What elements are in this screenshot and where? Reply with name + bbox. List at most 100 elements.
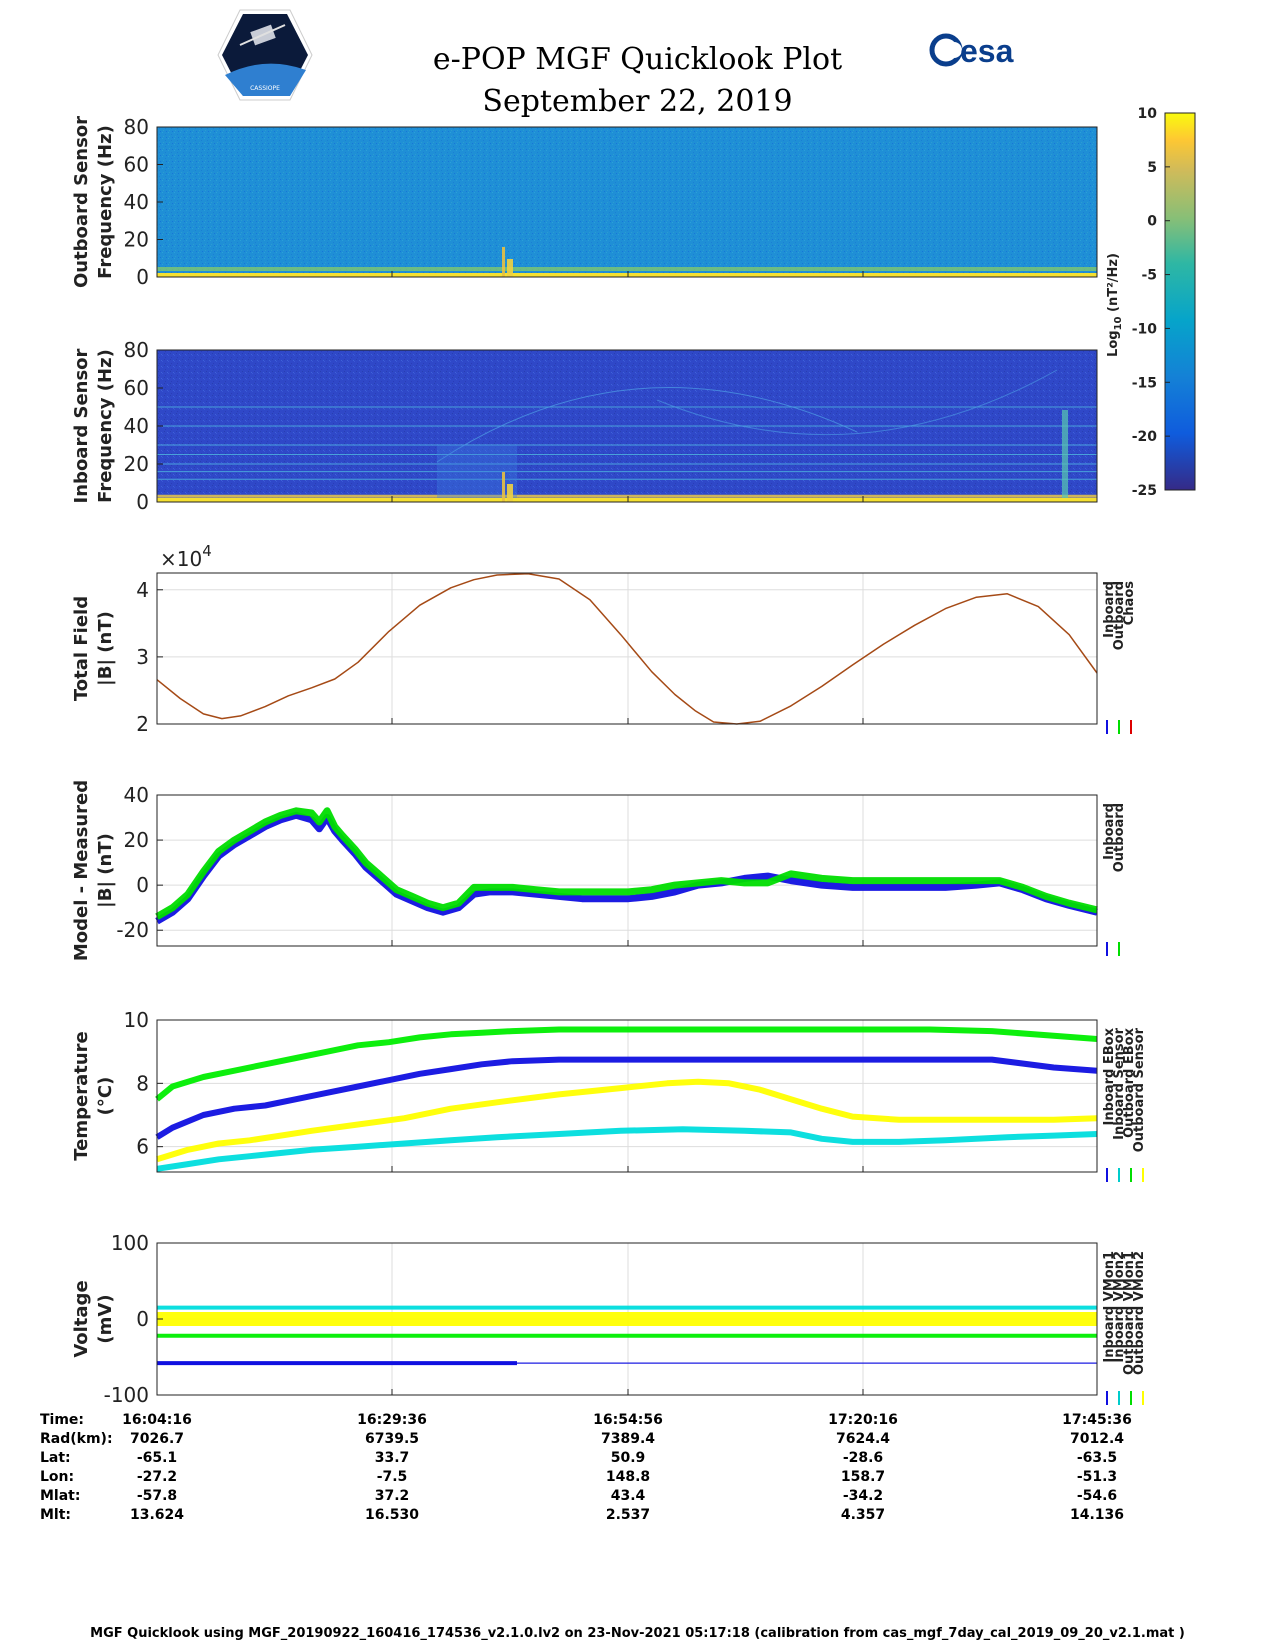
colorbar-tick-label: -15: [1132, 375, 1157, 391]
info-value: -54.6: [1076, 1488, 1118, 1504]
inboard-spectrogram-lowfreq-band: [157, 498, 1097, 502]
info-value: -27.2: [136, 1469, 178, 1485]
model-minus-measured-ytick-label: 40: [124, 783, 149, 807]
temperature-ytick-label: 10: [124, 1008, 149, 1032]
inboard-spectrogram-spike: [502, 472, 505, 502]
colorbar-tick-label: 0: [1147, 214, 1157, 230]
colorbar-tick-label: 5: [1147, 160, 1157, 176]
plot-title: e-POP MGF Quicklook Plot: [432, 42, 843, 77]
info-value: 14.136: [1069, 1507, 1125, 1523]
info-value: -57.8: [136, 1488, 178, 1504]
info-value: 4.357: [840, 1507, 886, 1523]
outboard-spectrogram-ylabel: Outboard Sensor: [71, 116, 92, 288]
total-field-ylabel: Total Field: [71, 596, 92, 701]
footer-note: MGF Quicklook using MGF_20190922_160416_…: [90, 1626, 1185, 1641]
colorbar-label-rest: (nT²/Hz): [1106, 253, 1121, 316]
model-minus-measured-ylabel: |B| (nT): [95, 833, 116, 908]
model-minus-measured-legend-label: Outboard: [1112, 803, 1127, 872]
temperature-ylabel: Temperature: [71, 1031, 92, 1160]
cassiope-logo-text: CASSIOPE: [250, 85, 280, 92]
colorbar-tick-label: -10: [1132, 321, 1158, 337]
inboard-spectrogram-ylabel: Frequency (Hz): [95, 349, 116, 503]
info-value: 7624.4: [835, 1431, 891, 1447]
outboard-spectrogram-ytick-label: 0: [136, 265, 149, 289]
info-value: 7026.7: [129, 1431, 185, 1447]
info-value: -65.1: [136, 1450, 178, 1466]
inboard-spectrogram-ytick-label: 60: [124, 376, 149, 400]
voltage-ytick-label: 0: [136, 1307, 149, 1331]
info-value: 2.537: [605, 1507, 651, 1523]
info-value: 33.7: [374, 1450, 410, 1466]
outboard-spectrogram-ytick-label: 40: [124, 190, 149, 214]
inboard-spectrogram-ytick-label: 40: [124, 414, 149, 438]
info-value: 6739.5: [364, 1431, 420, 1447]
info-value: 16.530: [364, 1507, 420, 1523]
total-field-background: [157, 573, 1097, 724]
total-field-legend-label: Inboard: [1102, 581, 1117, 638]
temperature-series-outboard-sensor: [156, 1078, 1098, 1163]
voltage-ylabel: Voltage: [71, 1280, 92, 1357]
total-field-exponent: ×104: [160, 542, 212, 571]
total-field-ytick-label: 4: [136, 578, 149, 602]
info-value: -51.3: [1076, 1469, 1118, 1485]
info-value: -63.5: [1076, 1450, 1118, 1466]
info-row-label: Mlat:: [40, 1488, 81, 1504]
esa-logo-text: esa: [960, 33, 1014, 69]
inboard-spectrogram-panel: 0 20 40 60 80 Inboard Sensor Frequency (Hz): [71, 338, 1098, 514]
info-value: -7.5: [376, 1469, 408, 1485]
outboard-spectrogram-background: [157, 127, 1097, 277]
total-field-ytick-label: 2: [136, 712, 149, 736]
total-field-ylabel: |B| (nT): [95, 611, 116, 686]
temperature-series-outboard-ebox: [155, 1026, 1098, 1102]
colorbar-tick-label: 10: [1138, 106, 1158, 122]
info-row-label: Lat:: [40, 1450, 71, 1466]
temperature-legend-label: Outboard EBox: [1122, 1027, 1137, 1137]
colorbar-label-sub: 10: [1113, 316, 1124, 330]
inboard-spectrogram-ytick-label: 80: [124, 338, 149, 362]
voltage-legend-label: Outboard VMon1: [1122, 1251, 1137, 1375]
voltage-legend-label: Inboard VMon1: [1102, 1251, 1117, 1363]
info-row-label: Rad(km):: [40, 1431, 113, 1447]
temperature-legend-label: Inboard EBox: [1102, 1027, 1117, 1125]
info-value: 148.8: [605, 1469, 651, 1485]
colorbar-tick-label: -5: [1141, 268, 1157, 284]
plot-date: September 22, 2019: [482, 84, 793, 119]
temperature-ytick-label: 6: [136, 1135, 149, 1159]
temperature-series-inboard-ebox: [155, 1056, 1098, 1140]
info-value: 17:45:36: [1062, 1412, 1132, 1428]
model-minus-measured-ytick-label: -20: [116, 918, 149, 942]
info-value: 17:20:16: [828, 1412, 898, 1428]
voltage-ylabel: (mV): [95, 1294, 116, 1343]
outboard-spectrogram-ylabel: Frequency (Hz): [95, 125, 116, 279]
info-value: 158.7: [840, 1469, 886, 1485]
temperature-frame: [156, 1019, 1098, 1173]
inboard-spectrogram-ytick-label: 20: [124, 452, 149, 476]
model-minus-measured-ytick-label: 20: [124, 828, 149, 852]
info-value: 16:54:56: [593, 1412, 663, 1428]
outboard-spectrogram-ytick-label: 20: [124, 228, 149, 252]
voltage-ytick-label: -100: [104, 1383, 149, 1407]
temperature-ytick-label: 8: [136, 1071, 149, 1095]
info-value: -34.2: [842, 1488, 884, 1504]
voltage-legend-label: Inboard VMon2: [1112, 1251, 1127, 1363]
info-value: 16:04:16: [122, 1412, 192, 1428]
cassiope-logo: CASSIOPE: [217, 9, 313, 101]
voltage-panel: -100 0 100 Voltage (mV) Inboard VMon1Inboard …: [71, 1231, 1147, 1407]
info-value: 43.4: [610, 1488, 646, 1504]
info-value: 7389.4: [600, 1431, 656, 1447]
info-value: 13.624: [129, 1507, 185, 1523]
inboard-spectrogram-ytick-label: 0: [136, 490, 149, 514]
inboard-spectrogram-spike: [507, 484, 513, 502]
total-field-legend-label: Outboard: [1112, 581, 1127, 650]
temperature-ylabel: (°C): [95, 1077, 116, 1116]
info-row-label: Lon:: [40, 1469, 75, 1485]
inboard-spectrogram-band: [1062, 410, 1068, 502]
outboard-spectrogram-ytick-label: 80: [124, 115, 149, 139]
temperature-legend-label: Inboard Sensor: [1112, 1027, 1127, 1139]
colorbar-tick-label: -25: [1132, 483, 1157, 499]
info-value: 50.9: [610, 1450, 646, 1466]
temperature-series-inboard-sensor: [156, 1126, 1098, 1172]
